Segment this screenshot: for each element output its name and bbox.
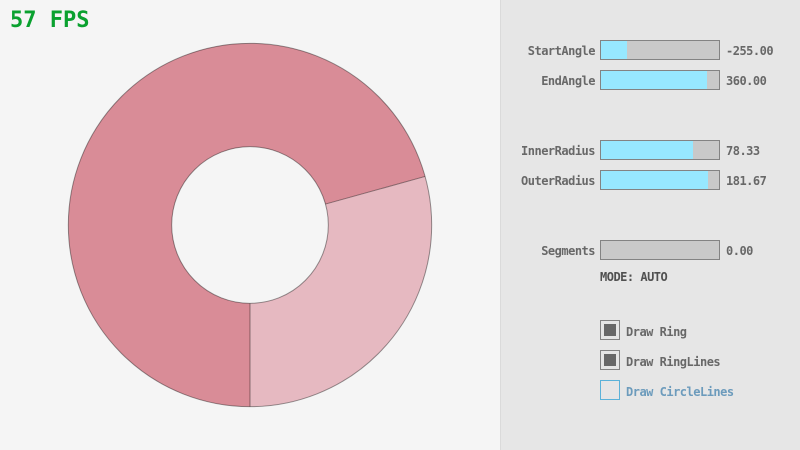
segments-row: Segments 0.00 bbox=[0, 240, 800, 260]
outerradius-slider-fill bbox=[601, 171, 709, 189]
segments-slider[interactable] bbox=[600, 240, 720, 260]
draw-circlelines-row: Draw CircleLines bbox=[0, 380, 800, 400]
draw-ring-label: Draw Ring bbox=[626, 325, 687, 339]
ring-light-sector bbox=[250, 176, 432, 407]
outerradius-value: 181.67 bbox=[726, 174, 767, 188]
endangle-slider[interactable] bbox=[600, 70, 720, 90]
draw-ringlines-checkbox[interactable] bbox=[600, 350, 620, 370]
draw-ringlines-row: Draw RingLines bbox=[0, 350, 800, 370]
ring-inner-outline bbox=[171, 146, 329, 304]
draw-ringlines-checkmark bbox=[604, 354, 616, 366]
endangle-row: EndAngle 360.00 bbox=[0, 70, 800, 90]
draw-circlelines-checkbox[interactable] bbox=[600, 380, 620, 400]
startangle-slider-fill bbox=[601, 41, 627, 59]
innerradius-label: InnerRadius bbox=[521, 144, 595, 158]
draw-ring-checkmark bbox=[604, 324, 616, 336]
mode-indicator: MODE: AUTO bbox=[600, 270, 668, 284]
startangle-slider[interactable] bbox=[600, 40, 720, 60]
innerradius-value: 78.33 bbox=[726, 144, 760, 158]
fps-counter: 57 FPS bbox=[10, 8, 90, 33]
endangle-slider-fill bbox=[601, 71, 708, 89]
outerradius-slider[interactable] bbox=[600, 170, 720, 190]
ring-cap-line-0 bbox=[325, 175, 426, 205]
ring-dark-sector bbox=[68, 43, 426, 407]
innerradius-row: InnerRadius 78.33 bbox=[0, 140, 800, 160]
innerradius-slider-fill bbox=[601, 141, 694, 159]
innerradius-slider[interactable] bbox=[600, 140, 720, 160]
endangle-value: 360.00 bbox=[726, 74, 767, 88]
draw-ring-row: Draw Ring bbox=[0, 320, 800, 340]
startangle-row: StartAngle -255.00 bbox=[0, 40, 800, 60]
startangle-label: StartAngle bbox=[527, 44, 596, 58]
draw-circlelines-label: Draw CircleLines bbox=[626, 385, 734, 399]
outerradius-row: OuterRadius 181.67 bbox=[0, 170, 800, 190]
outerradius-label: OuterRadius bbox=[521, 174, 595, 188]
ring-outer-outline bbox=[67, 42, 433, 408]
endangle-label: EndAngle bbox=[541, 74, 595, 88]
draw-ringlines-label: Draw RingLines bbox=[626, 355, 721, 369]
segments-label: Segments bbox=[541, 244, 595, 258]
startangle-value: -255.00 bbox=[726, 44, 774, 58]
draw-ring-checkbox[interactable] bbox=[600, 320, 620, 340]
segments-value: 0.00 bbox=[726, 244, 753, 258]
